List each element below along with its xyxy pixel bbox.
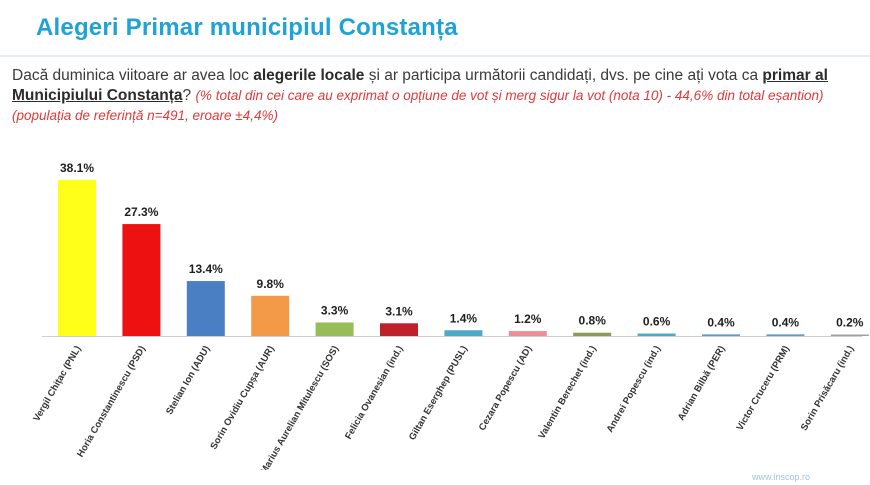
bar-6 (380, 323, 418, 336)
category-label-4: Sorin Ovidiu Cupșa (AUR) (208, 344, 276, 451)
bar-4 (251, 295, 290, 336)
category-label-7: Giltan Eserghep (PUSL) (407, 344, 470, 442)
data-label-2: 27.3% (124, 205, 158, 219)
data-label-11: 0.4% (707, 315, 735, 329)
header-divider (0, 55, 870, 57)
category-label-10: Andrei Popescu (ind.) (605, 344, 664, 435)
watermark: www.inscop.ro (752, 472, 811, 482)
question-text-2: și ar participa următorii candidați, dvs… (364, 67, 763, 84)
bar-12 (766, 334, 805, 336)
survey-note: (% total din cei care au exprimat o opți… (12, 88, 824, 123)
survey-question: Dacă duminica viitoare ar avea loc alege… (12, 66, 862, 126)
bar-7 (444, 330, 483, 336)
page-title: Alegeri Primar municipiul Constanța (36, 14, 458, 41)
bar-5 (315, 322, 354, 336)
data-label-6: 3.1% (385, 304, 413, 318)
category-label-1: Vergil Chițac (PNL) (31, 344, 83, 424)
question-bold-1: alegerile locale (253, 67, 365, 84)
bar-chart: 38.1% Vergil Chițac (PNL) 27.3% Horia Const… (31, 161, 869, 470)
data-label-9: 0.8% (579, 314, 607, 328)
bar-10 (637, 333, 676, 336)
category-label-13: Sorin Prisăcaru (ind.) (799, 344, 857, 433)
bar-8 (508, 331, 547, 336)
data-label-5: 3.3% (321, 303, 349, 317)
category-label-5: Marius Aurelian Mitulescu (SOS) (258, 344, 341, 470)
bar-11 (702, 334, 740, 336)
category-label-3: Stelian Ion (ADU) (164, 344, 212, 417)
category-label-12: Victor Cruceru (PRM) (735, 344, 792, 433)
data-label-7: 1.4% (450, 311, 478, 325)
data-label-1: 38.1% (60, 161, 94, 175)
bar-13 (830, 334, 869, 336)
bar-3 (186, 281, 225, 336)
data-label-12: 0.4% (772, 315, 800, 329)
category-label-6: Felicia Ovanesian (ind.) (343, 344, 406, 441)
data-label-8: 1.2% (514, 312, 542, 326)
bar-9 (573, 332, 612, 336)
category-label-11: Adrian Bilbă (PER) (676, 344, 728, 423)
data-label-13: 0.2% (836, 316, 864, 330)
data-label-3: 13.4% (189, 262, 223, 276)
category-label-8: Cezara Popescu (AD) (477, 344, 535, 433)
data-label-4: 9.8% (257, 277, 285, 291)
bar-1 (58, 179, 96, 336)
category-label-2: Horia Constantinescu (PSD) (75, 344, 148, 459)
category-label-9: Valentin Berechet (ind.) (536, 344, 598, 441)
data-label-10: 0.6% (643, 315, 671, 329)
question-bold-2: primar al Municipiului Constanța (12, 67, 828, 104)
question-text-1: Dacă duminica viitoare ar avea loc (12, 67, 254, 84)
question-text-3: ? (182, 87, 196, 104)
bar-2 (122, 224, 161, 336)
